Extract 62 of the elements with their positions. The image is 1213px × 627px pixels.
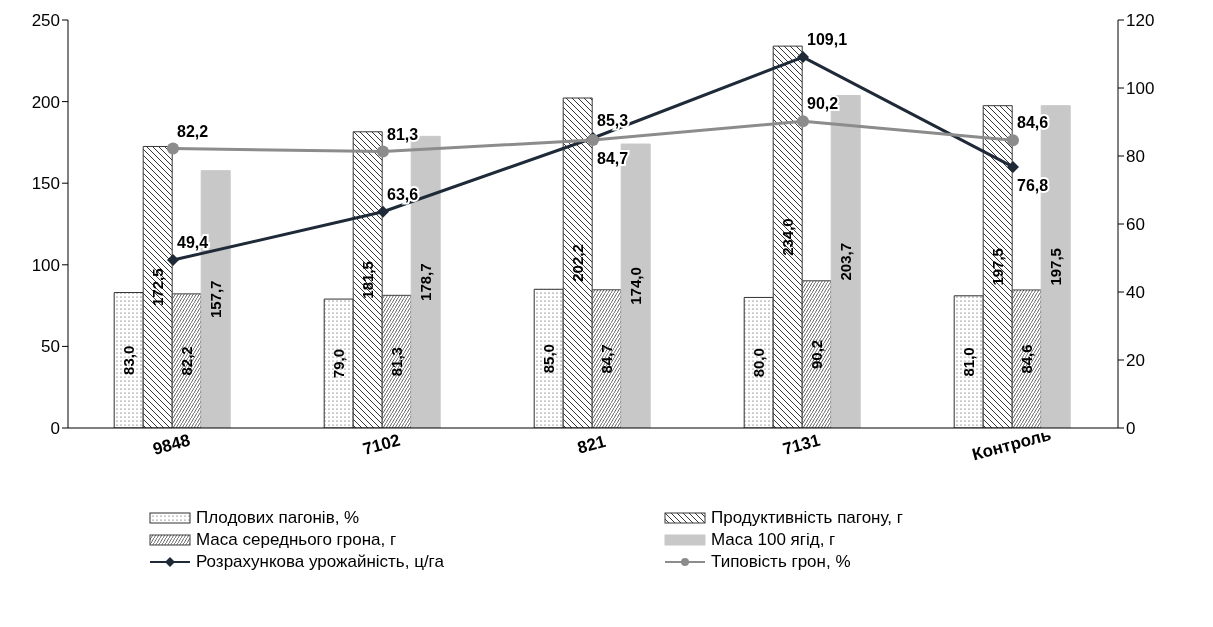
point bbox=[1007, 160, 1019, 173]
y2-tick-label: 120 bbox=[1126, 11, 1155, 31]
data-label: 172,5 bbox=[149, 268, 167, 307]
data-label: 84,7 bbox=[597, 150, 629, 168]
y-tick-label: 250 bbox=[31, 11, 60, 31]
legend-label: Плодових пагонів, % bbox=[196, 508, 360, 528]
point bbox=[377, 145, 389, 158]
y-tick-label: 50 bbox=[41, 337, 60, 357]
data-label: 84,6 bbox=[1017, 114, 1049, 132]
data-label: 82,2 bbox=[178, 346, 196, 376]
data-label: 90,2 bbox=[807, 95, 839, 113]
data-label: 109,1 bbox=[807, 31, 848, 49]
data-label: 85,0 bbox=[540, 344, 558, 374]
data-label: 81,0 bbox=[960, 347, 978, 377]
x-tick-label: 7102 bbox=[360, 430, 403, 459]
y-tick-label: 100 bbox=[31, 255, 60, 275]
data-label: 49,4 bbox=[177, 234, 209, 252]
x-tick-label: 7131 bbox=[780, 430, 823, 459]
y-tick-label: 150 bbox=[31, 174, 60, 194]
point bbox=[167, 254, 179, 267]
legend-label: Типовість грон, % bbox=[711, 552, 851, 572]
data-label: 234,0 bbox=[779, 218, 797, 256]
point bbox=[797, 115, 809, 128]
data-label: 90,2 bbox=[808, 339, 826, 369]
y-tick-label: 0 bbox=[50, 419, 60, 439]
point bbox=[167, 142, 179, 155]
y2-tick-label: 20 bbox=[1126, 351, 1145, 371]
data-label: 197,5 bbox=[1047, 248, 1065, 286]
data-label: 81,3 bbox=[388, 347, 406, 377]
x-tick-label: 9848 bbox=[150, 430, 193, 459]
data-label: 82,2 bbox=[177, 122, 209, 140]
x-tick-label: 821 bbox=[575, 431, 608, 458]
y2-tick-label: 40 bbox=[1126, 283, 1145, 303]
data-label: 174,0 bbox=[627, 267, 645, 305]
data-label: 181,5 bbox=[359, 261, 377, 299]
data-label: 63,6 bbox=[387, 185, 419, 203]
data-label: 197,5 bbox=[989, 248, 1007, 286]
legend-label: Маса 100 ягід, г bbox=[711, 530, 836, 550]
y2-tick-label: 80 bbox=[1126, 147, 1145, 167]
data-label: 178,7 bbox=[417, 263, 435, 301]
data-label: 84,6 bbox=[1018, 344, 1036, 374]
legend-label: Маса середнього грона, г bbox=[196, 530, 397, 550]
legend-label: Розрахункова урожайність, ц/га bbox=[196, 552, 444, 572]
legend-label: Продуктивність пагону, г bbox=[711, 508, 903, 528]
point bbox=[377, 205, 389, 218]
point bbox=[1007, 134, 1019, 147]
y-tick-label: 200 bbox=[31, 92, 60, 112]
y2-tick-label: 60 bbox=[1126, 215, 1145, 235]
data-label: 203,7 bbox=[837, 243, 855, 281]
data-label: 81,3 bbox=[387, 125, 419, 143]
data-label: 84,7 bbox=[598, 344, 616, 374]
y2-tick-label: 0 bbox=[1126, 419, 1136, 439]
data-label: 80,0 bbox=[750, 348, 768, 378]
data-label: 157,7 bbox=[207, 280, 225, 319]
data-label: 76,8 bbox=[1017, 176, 1049, 194]
data-label: 83,0 bbox=[120, 345, 138, 375]
data-label: 79,0 bbox=[330, 348, 348, 379]
data-label: 202,2 bbox=[569, 244, 587, 282]
point bbox=[797, 51, 809, 64]
y2-tick-label: 100 bbox=[1126, 79, 1155, 99]
data-label: 85,3 bbox=[597, 111, 629, 129]
x-tick-label: Контроль bbox=[970, 425, 1054, 465]
